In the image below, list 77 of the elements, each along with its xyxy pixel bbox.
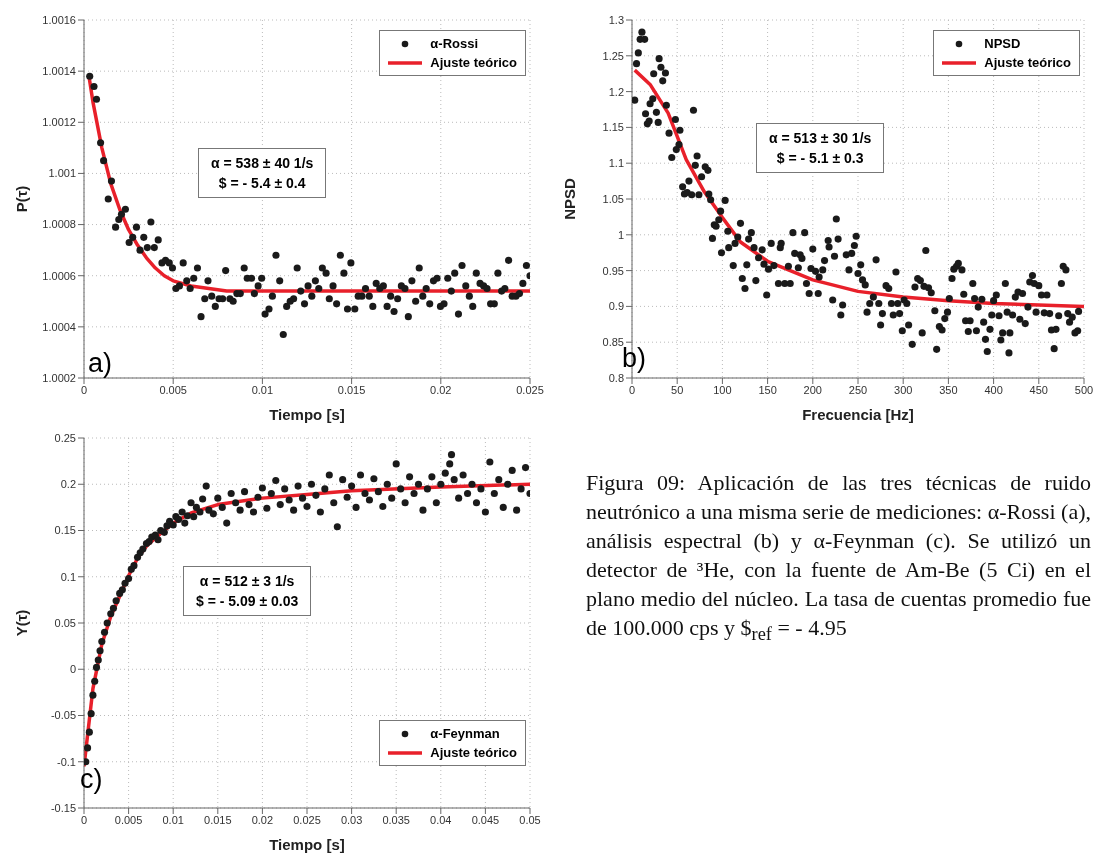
x-tick-label: 0.015 <box>204 813 232 826</box>
x-tick-label: 0 <box>80 813 88 826</box>
x-tick-label: 0.045 <box>471 813 500 826</box>
x-tick-label: 0.035 <box>382 813 410 826</box>
x-tick-label: 0.025 <box>293 813 321 826</box>
annotation: α = 512 ± 3 1/s <box>198 572 296 591</box>
annotation: $ = - 5.09 ± 0.03 <box>196 592 299 611</box>
x-tick-label: 350 <box>939 383 958 396</box>
y-tick-label: 1 <box>617 228 624 241</box>
y-axis-title: Y(τ) <box>13 609 31 637</box>
y-tick-label: 0.85 <box>602 336 624 349</box>
y-tick-label: 1.0008 <box>42 218 76 231</box>
x-tick-label: 0.005 <box>159 383 187 396</box>
x-tick-label: 0.03 <box>340 813 363 826</box>
y-tick-label: 0.15 <box>54 524 76 537</box>
y-tick-label: 1.25 <box>602 49 624 62</box>
y-axis-title: NPSD <box>561 178 579 220</box>
x-tick-label: 0.04 <box>430 813 452 826</box>
x-axis-title: Tiempo [s] <box>269 406 345 423</box>
x-tick-label: 0.015 <box>337 383 366 396</box>
x-tick-label: 0.02 <box>251 813 274 826</box>
y-tick-label: 0.8 <box>608 371 624 384</box>
x-tick-label: 500 <box>1074 383 1094 396</box>
y-tick-label: 1.1 <box>608 157 624 170</box>
y-tick-label: 0 <box>69 663 76 676</box>
x-tick-label: 0.02 <box>430 383 452 396</box>
y-tick-label: 1.0006 <box>42 269 76 282</box>
x-tick-label: 250 <box>848 383 868 396</box>
y-tick-label: 1.0012 <box>42 116 76 129</box>
x-tick-label: 0.005 <box>114 813 143 826</box>
y-axis-title: P(τ) <box>13 185 31 213</box>
annotation: c) <box>80 764 103 795</box>
x-axis-title: Tiempo [s] <box>269 836 345 853</box>
x-tick-label: 0 <box>628 383 636 396</box>
y-tick-label: 1.0016 <box>42 13 76 26</box>
annotation: a) <box>88 348 113 379</box>
y-tick-label: -0.15 <box>50 801 76 814</box>
y-tick-label: -0.1 <box>57 755 76 768</box>
legend-label: Ajuste teórico <box>430 55 517 70</box>
y-tick-label: 1.0002 <box>42 371 76 384</box>
y-tick-label: 1.0004 <box>42 320 76 333</box>
x-tick-label: 0.05 <box>519 813 541 826</box>
x-tick-label: 0.01 <box>251 383 274 396</box>
x-tick-label: 200 <box>803 383 822 396</box>
x-tick-label: 100 <box>713 383 732 396</box>
y-tick-label: 1.05 <box>602 192 624 205</box>
x-tick-label: 300 <box>894 383 913 396</box>
legend-label: α-Feynman <box>430 726 500 741</box>
y-tick-label: 1.3 <box>608 13 624 26</box>
x-tick-label: 400 <box>984 383 1003 396</box>
y-tick-label: 0.1 <box>60 570 76 583</box>
y-tick-label: 0.95 <box>602 264 624 277</box>
text: Figura 09: Aplicación de las tres técnicas de ruido neutrónico a una misma serie de mediciones: α-Rossi (a), análisis espectral (b) y α-Feynman (c). Se utilizó un detector de ³He, con la fuente de Am-Be (5 Ci) en el plano medio del núcleo. La tasa de cuentas promedio fue de 100.000 cps y $$_{ref}$ = - 4.95 <box>586 469 1091 647</box>
annotation: $ = - 5.4 ± 0.4 <box>217 174 307 193</box>
annotation: $ = - 5.1 ± 0.3 <box>775 149 865 168</box>
x-tick-label: 50 <box>671 383 684 396</box>
legend-label: Ajuste teórico <box>430 745 517 760</box>
annotation: α = 538 ± 40 1/s <box>211 154 314 173</box>
x-tick-label: 0 <box>80 383 88 396</box>
x-tick-label: 150 <box>758 383 777 396</box>
legend-label: NPSD <box>984 36 1021 51</box>
x-tick-label: 0.01 <box>162 813 184 826</box>
x-tick-label: 450 <box>1029 383 1048 396</box>
y-tick-label: -0.05 <box>50 709 76 722</box>
y-tick-label: 1.001 <box>48 167 76 180</box>
x-axis-title: Frecuencia [Hz] <box>802 406 914 423</box>
annotation: α = 513 ± 30 1/s <box>769 129 872 148</box>
y-tick-label: 0.2 <box>60 478 76 491</box>
y-tick-label: 0.9 <box>608 300 624 313</box>
x-tick-label: 0.025 <box>516 383 544 396</box>
y-tick-label: 1.15 <box>602 121 624 134</box>
y-tick-label: 1.2 <box>608 85 624 98</box>
legend-label: Ajuste teórico <box>984 55 1071 70</box>
y-tick-label: 1.0014 <box>42 65 76 78</box>
legend-label: α-Rossi <box>430 36 479 51</box>
y-tick-label: 0.05 <box>54 616 76 629</box>
y-tick-label: 0.25 <box>54 431 76 444</box>
